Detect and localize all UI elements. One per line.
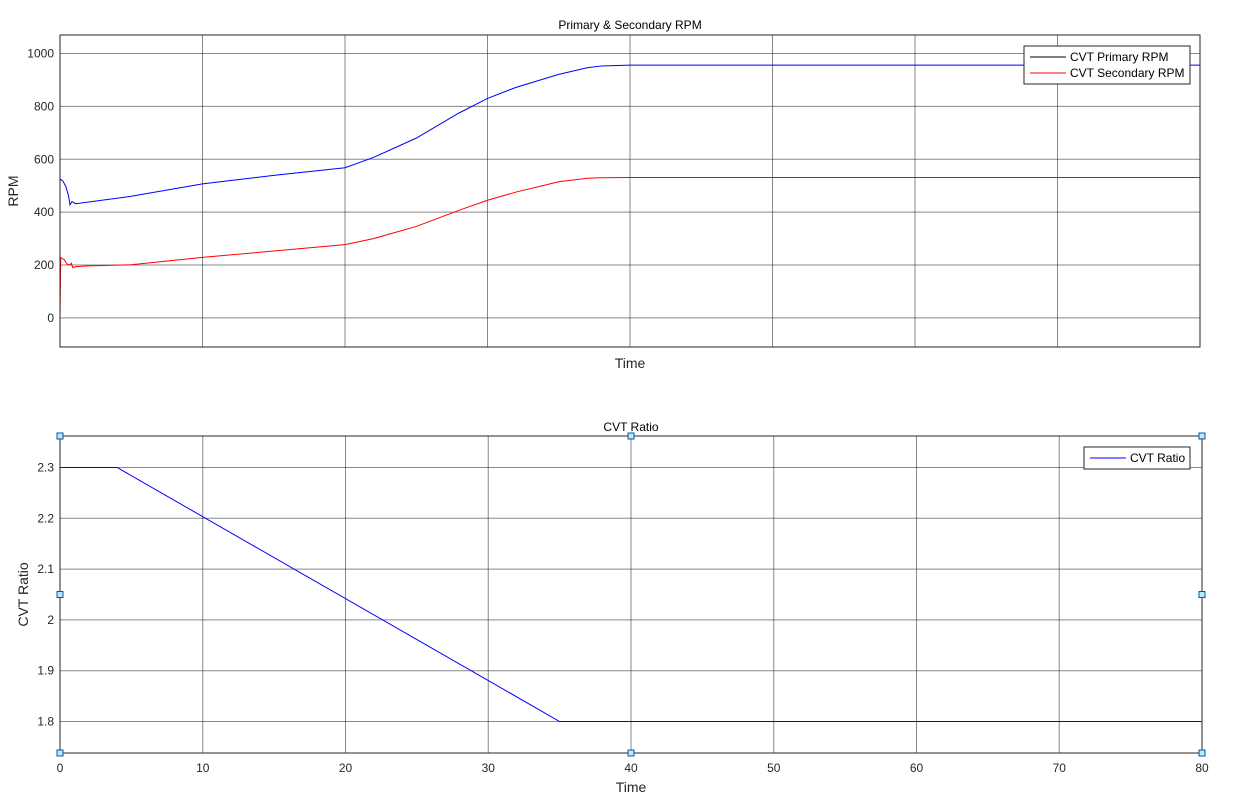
y-tick-label: 2.2 bbox=[37, 511, 54, 525]
x-tick-label: 70 bbox=[1053, 761, 1067, 775]
selection-handle[interactable] bbox=[627, 749, 635, 757]
legend-label: CVT Ratio bbox=[1130, 451, 1185, 465]
chart-title: Primary & Secondary RPM bbox=[558, 18, 701, 32]
axes-box bbox=[59, 34, 1201, 348]
legend-box bbox=[1023, 45, 1191, 85]
x-tick-label: 50 bbox=[767, 761, 781, 775]
y-tick-label: 2.1 bbox=[37, 562, 54, 576]
series-line-cvt-ratio bbox=[60, 467, 1202, 722]
y-tick-label: 200 bbox=[34, 258, 54, 272]
x-tick-label: 40 bbox=[624, 761, 638, 775]
series-group bbox=[60, 467, 1202, 722]
selection-handles[interactable] bbox=[56, 432, 1206, 757]
y-tick-label: 0 bbox=[47, 311, 54, 325]
rpm-axes: 0 200 400 600 800 1000 Primary & Secondary RPM… bbox=[5, 18, 1201, 371]
x-axis-label: Time bbox=[615, 355, 646, 371]
x-tick-label: 80 bbox=[1195, 761, 1209, 775]
x-tick-label: 30 bbox=[482, 761, 496, 775]
y-tick-label: 1000 bbox=[27, 47, 54, 61]
y-tick-label: 2.3 bbox=[37, 460, 54, 474]
series-line-cvt-primary-rpm bbox=[60, 64, 1200, 207]
selection-handle[interactable] bbox=[56, 749, 64, 757]
series-group bbox=[60, 64, 1200, 318]
y-tick-label: 1.9 bbox=[37, 664, 54, 678]
y-tick-label: 2 bbox=[47, 613, 54, 627]
selection-handle[interactable] bbox=[56, 432, 64, 440]
x-tick-label: 10 bbox=[196, 761, 210, 775]
legend-label: CVT Primary RPM bbox=[1070, 50, 1168, 64]
y-tick-label: 400 bbox=[34, 205, 54, 219]
y-tick-label: 800 bbox=[34, 99, 54, 113]
legend[interactable]: CVT Primary RPM CVT Secondary RPM bbox=[1023, 45, 1191, 85]
selection-handle[interactable] bbox=[1198, 591, 1206, 598]
selection-handle[interactable] bbox=[56, 591, 64, 598]
series-line-cvt-secondary-rpm bbox=[60, 177, 1200, 318]
y-tick-label: 600 bbox=[34, 152, 54, 166]
legend-label: CVT Secondary RPM bbox=[1070, 66, 1185, 80]
selection-handle[interactable] bbox=[1198, 432, 1206, 440]
x-tick-label: 60 bbox=[910, 761, 924, 775]
x-tick-label: 20 bbox=[339, 761, 353, 775]
x-axis-label: Time bbox=[616, 779, 647, 795]
y-axis-label: CVT Ratio bbox=[15, 562, 31, 627]
selection-handle[interactable] bbox=[627, 432, 635, 440]
legend-box bbox=[1083, 446, 1191, 470]
chart-title: CVT Ratio bbox=[603, 420, 658, 434]
y-tick-label: 1.8 bbox=[37, 715, 54, 729]
y-axis-label: RPM bbox=[5, 175, 21, 206]
legend[interactable]: CVT Ratio bbox=[1083, 446, 1191, 470]
cvt-ratio-axes: 1.8 1.9 2 2.1 2.2 2.3 0 10 20 30 40 50 60 70 80 CVT Rat… bbox=[15, 420, 1209, 795]
x-tick-label: 0 bbox=[57, 761, 64, 775]
selection-handle[interactable] bbox=[1198, 749, 1206, 757]
